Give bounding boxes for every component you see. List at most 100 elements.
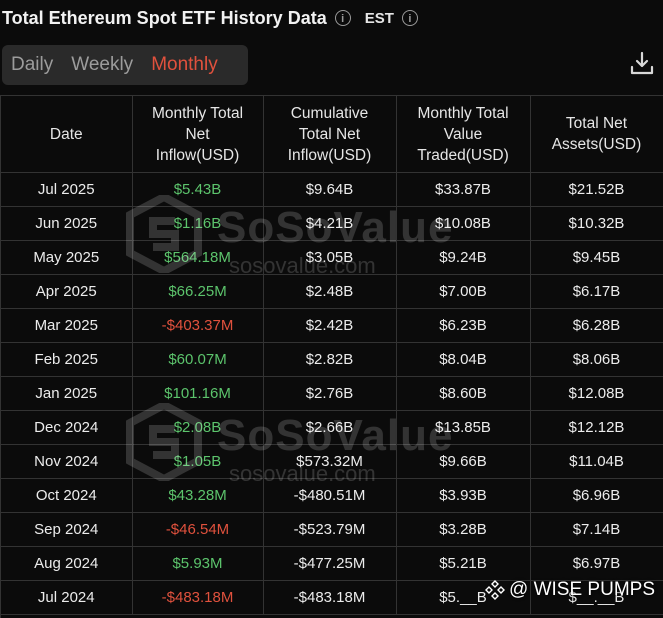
table-row: Feb 2025 $60.07M $2.82B $8.04B $8.06B	[1, 342, 663, 377]
cell-assets: $9.45B	[530, 240, 663, 275]
header-label: Monthly Total	[151, 104, 244, 122]
header-label: Inflow(USD)	[287, 146, 372, 164]
cell-traded: $3.93B	[396, 478, 531, 513]
download-icon[interactable]	[629, 50, 655, 76]
cell-assets: $12.08B	[530, 376, 663, 411]
column-header-cumulative[interactable]: Cumulative Total Net Inflow(USD)	[263, 96, 397, 173]
cell-assets: $12.12B	[530, 410, 663, 445]
cell-inflow: -$46.54M	[132, 512, 264, 547]
cell-assets: $10.32B	[530, 206, 663, 241]
cell-date: May 2025	[1, 240, 133, 275]
cell-assets: $21.52B	[530, 172, 663, 207]
header-label: Traded(USD)	[417, 146, 509, 164]
tab-monthly[interactable]: Monthly	[151, 54, 218, 75]
cell-cumulative: $2.82B	[263, 342, 397, 377]
table-row: Jul 2024 -$483.18M -$483.18M $5.__B $__.__B	[1, 580, 663, 615]
cell-inflow: -$483.18M	[132, 580, 264, 615]
info-icon[interactable]: i	[401, 10, 418, 26]
cell-date: Jul 2025	[1, 172, 133, 207]
column-header-traded[interactable]: Monthly Total Value Traded(USD)	[396, 96, 531, 173]
cell-traded: $13.85B	[396, 410, 531, 445]
cell-cumulative: -$483.18M	[263, 580, 397, 615]
cell-assets: $11.04B	[530, 444, 663, 479]
table-row: Jul 2025 $5.43B $9.64B $33.87B $21.52B	[1, 172, 663, 207]
cell-date: Apr 2025	[1, 274, 133, 309]
header-label: Monthly Total	[417, 104, 509, 122]
table-row: Apr 2025 $66.25M $2.48B $7.00B $6.17B	[1, 274, 663, 309]
page-title: Total Ethereum Spot ETF History Data	[2, 7, 327, 28]
info-icon[interactable]: i	[334, 10, 351, 26]
header-label: Total Net	[565, 115, 628, 132]
table-row: Mar 2025 -$403.37M $2.42B $6.23B $6.28B	[1, 308, 663, 343]
cell-date: Feb 2025	[1, 342, 133, 377]
binance-diamond-icon	[485, 580, 506, 600]
table-row: Jun 2025 $1.16B $4.21B $10.08B $10.32B	[1, 206, 663, 241]
cell-cumulative: -$523.79M	[263, 512, 397, 547]
cell-traded: $9.66B	[396, 444, 531, 479]
cell-inflow: $43.28M	[132, 478, 264, 513]
period-tabs: Daily Weekly Monthly	[2, 45, 248, 85]
cell-assets: $6.17B	[530, 274, 663, 309]
cell-cumulative: $2.42B	[263, 308, 397, 343]
cell-traded: $33.87B	[396, 172, 531, 207]
cell-date: Oct 2024	[1, 478, 133, 513]
table-row: Oct 2024 $43.28M -$480.51M $3.93B $6.96B	[1, 478, 663, 513]
cell-cumulative: $3.05B	[263, 240, 397, 275]
header: Total Ethereum Spot ETF History Data i E…	[0, 0, 663, 36]
cell-inflow: $101.16M	[132, 376, 264, 411]
cell-date: Jun 2025	[1, 206, 133, 241]
cell-cumulative: $2.76B	[263, 376, 397, 411]
cell-assets: $6.97B	[530, 546, 663, 581]
cell-date: Nov 2024	[1, 444, 133, 479]
table-row: May 2025 $564.18M $3.05B $9.24B $9.45B	[1, 240, 663, 275]
tab-daily[interactable]: Daily	[11, 54, 54, 75]
header-label: Net	[185, 125, 210, 143]
cell-cumulative: $2.48B	[263, 274, 397, 309]
cell-assets: $6.28B	[530, 308, 663, 343]
cell-date: Sep 2024	[1, 512, 133, 547]
cell-inflow: $1.16B	[132, 206, 264, 241]
cell-inflow: -$403.37M	[132, 308, 264, 343]
column-header-date[interactable]: Date	[1, 96, 133, 173]
cell-assets: $__.__B	[530, 580, 663, 615]
cell-traded: $8.04B	[396, 342, 531, 377]
cell-inflow: $564.18M	[132, 240, 264, 275]
cell-date: Dec 2024	[1, 410, 133, 445]
cell-inflow: $5.93M	[132, 546, 264, 581]
header-label: Inflow(USD)	[155, 146, 240, 164]
cell-traded: $5.21B	[396, 546, 531, 581]
header-label: Date	[49, 125, 83, 143]
history-table-container: Date Monthly Total Net Inflow(USD) Cumul…	[0, 95, 663, 618]
header-label: Assets(USD)	[551, 136, 642, 153]
cell-traded: $9.24B	[396, 240, 531, 275]
table-row: Sep 2024 -$46.54M -$523.79M $3.28B $7.14B	[1, 512, 663, 547]
cell-assets: $7.14B	[530, 512, 663, 547]
timezone-label[interactable]: EST	[364, 9, 394, 27]
tab-weekly[interactable]: Weekly	[71, 54, 134, 75]
cell-assets: $8.06B	[530, 342, 663, 377]
cell-traded: $8.60B	[396, 376, 531, 411]
cell-cumulative: -$480.51M	[263, 478, 397, 513]
history-table: Date Monthly Total Net Inflow(USD) Cumul…	[1, 96, 663, 615]
header-label: Total Net	[298, 125, 361, 143]
brand-watermark: @ WISE PUMPS	[485, 579, 655, 601]
cell-inflow: $66.25M	[132, 274, 264, 309]
cell-inflow: $1.05B	[132, 444, 264, 479]
column-header-inflow[interactable]: Monthly Total Net Inflow(USD)	[132, 96, 264, 173]
cell-cumulative: $2.66B	[263, 410, 397, 445]
header-label: Cumulative	[290, 104, 369, 122]
table-row: Dec 2024 $2.08B $2.66B $13.85B $12.12B	[1, 410, 663, 445]
cell-cumulative: -$477.25M	[263, 546, 397, 581]
column-header-assets[interactable]: Total Net Assets(USD)	[530, 96, 663, 173]
cell-cumulative: $9.64B	[263, 172, 397, 207]
cell-date: Mar 2025	[1, 308, 133, 343]
cell-inflow: $60.07M	[132, 342, 264, 377]
cell-assets: $6.96B	[530, 478, 663, 513]
cell-traded: $10.08B	[396, 206, 531, 241]
cell-date: Aug 2024	[1, 546, 133, 581]
cell-inflow: $5.43B	[132, 172, 264, 207]
cell-inflow: $2.08B	[132, 410, 264, 445]
table-row: Jan 2025 $101.16M $2.76B $8.60B $12.08B	[1, 376, 663, 411]
cell-traded: $3.28B	[396, 512, 531, 547]
cell-traded: $6.23B	[396, 308, 531, 343]
